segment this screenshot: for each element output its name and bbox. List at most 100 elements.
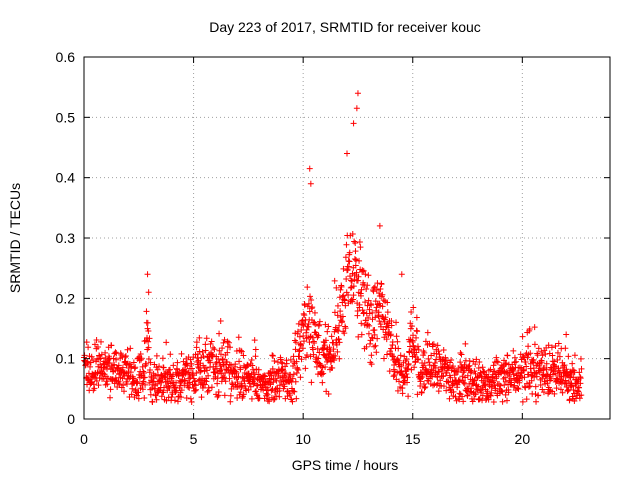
data-point <box>353 105 360 112</box>
data-point <box>472 391 479 398</box>
data-point <box>505 389 512 396</box>
data-point <box>413 314 420 321</box>
data-point <box>113 356 120 363</box>
data-point <box>403 356 410 363</box>
data-point <box>371 331 378 338</box>
data-point <box>143 308 150 315</box>
data-point <box>192 387 199 394</box>
data-point <box>296 347 303 354</box>
data-point <box>233 369 240 376</box>
data-point <box>104 381 111 388</box>
data-point <box>268 387 275 394</box>
data-point <box>221 392 228 399</box>
data-point <box>251 337 258 344</box>
data-point <box>316 349 323 356</box>
data-point <box>376 222 383 229</box>
data-point <box>144 319 151 326</box>
data-point <box>227 398 234 405</box>
data-point <box>307 293 314 300</box>
data-point <box>362 299 369 306</box>
data-point <box>309 334 316 341</box>
data-point <box>302 365 309 372</box>
data-point <box>304 303 311 310</box>
data-point <box>216 347 223 354</box>
data-point <box>502 374 509 381</box>
data-point <box>522 359 529 366</box>
data-point <box>404 374 411 381</box>
data-point <box>414 343 421 350</box>
data-point <box>364 302 371 309</box>
data-point <box>380 297 387 304</box>
data-point <box>340 265 347 272</box>
data-point <box>336 355 343 362</box>
data-point <box>357 292 364 299</box>
data-point <box>248 356 255 363</box>
data-point <box>386 368 393 375</box>
data-point <box>153 396 160 403</box>
data-point <box>293 370 300 377</box>
data-point <box>195 363 202 370</box>
data-point <box>311 309 318 316</box>
data-point <box>163 339 170 346</box>
y-tick-label: 0.3 <box>56 230 76 246</box>
data-point <box>475 365 482 372</box>
data-point <box>346 258 353 265</box>
data-point <box>207 359 214 366</box>
data-point <box>181 377 188 384</box>
data-point <box>423 371 430 378</box>
data-point <box>145 355 152 362</box>
data-point <box>482 380 489 387</box>
data-point <box>279 366 286 373</box>
data-point <box>271 357 278 364</box>
data-point <box>363 343 370 350</box>
data-point <box>539 372 546 379</box>
data-point <box>439 368 446 375</box>
data-point <box>87 363 94 370</box>
data-point <box>167 366 174 373</box>
data-point <box>160 364 167 371</box>
data-points <box>81 90 585 406</box>
data-point <box>498 387 505 394</box>
data-point <box>351 256 358 263</box>
data-point <box>293 395 300 402</box>
data-point <box>221 336 228 343</box>
data-point <box>142 381 149 388</box>
data-point <box>465 366 472 373</box>
data-point <box>205 387 212 394</box>
data-point <box>417 375 424 382</box>
data-point <box>414 328 421 335</box>
data-point <box>240 352 247 359</box>
data-point <box>398 271 405 278</box>
data-point <box>150 378 157 385</box>
data-point <box>487 392 494 399</box>
data-point <box>347 284 354 291</box>
data-point <box>365 314 372 321</box>
data-point <box>464 392 471 399</box>
data-point <box>479 364 486 371</box>
data-point <box>311 340 318 347</box>
data-point <box>90 381 97 388</box>
data-point <box>158 379 165 386</box>
data-point <box>341 296 348 303</box>
data-point <box>216 330 223 337</box>
data-point <box>437 377 444 384</box>
data-point <box>185 383 192 390</box>
data-point <box>217 317 224 324</box>
data-point <box>176 369 183 376</box>
data-point <box>548 375 555 382</box>
data-point <box>219 345 226 352</box>
data-point <box>237 389 244 396</box>
data-point <box>253 391 260 398</box>
data-point <box>271 389 278 396</box>
data-point <box>325 390 332 397</box>
data-point <box>358 331 365 338</box>
data-point <box>273 393 280 400</box>
data-point <box>551 363 558 370</box>
data-point <box>188 360 195 367</box>
data-point <box>139 363 146 370</box>
data-point <box>501 382 508 389</box>
data-point <box>499 388 506 395</box>
data-point <box>414 391 421 398</box>
data-point <box>338 283 345 290</box>
